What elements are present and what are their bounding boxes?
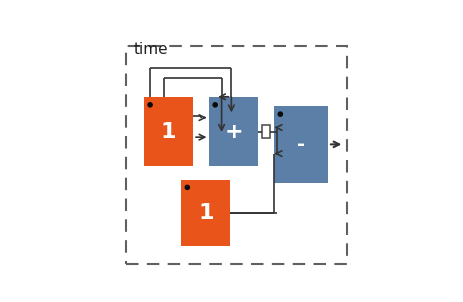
Circle shape <box>148 103 152 107</box>
Bar <box>262 125 270 138</box>
Bar <box>275 106 328 183</box>
Bar <box>209 97 258 166</box>
Bar <box>144 97 193 166</box>
Text: 1: 1 <box>161 122 176 142</box>
Text: -: - <box>297 135 305 154</box>
Circle shape <box>213 103 217 107</box>
Circle shape <box>185 185 189 189</box>
Text: time: time <box>134 42 169 57</box>
Bar <box>181 180 230 246</box>
Text: 1: 1 <box>198 203 213 223</box>
Text: +: + <box>225 122 243 142</box>
Circle shape <box>278 112 282 116</box>
